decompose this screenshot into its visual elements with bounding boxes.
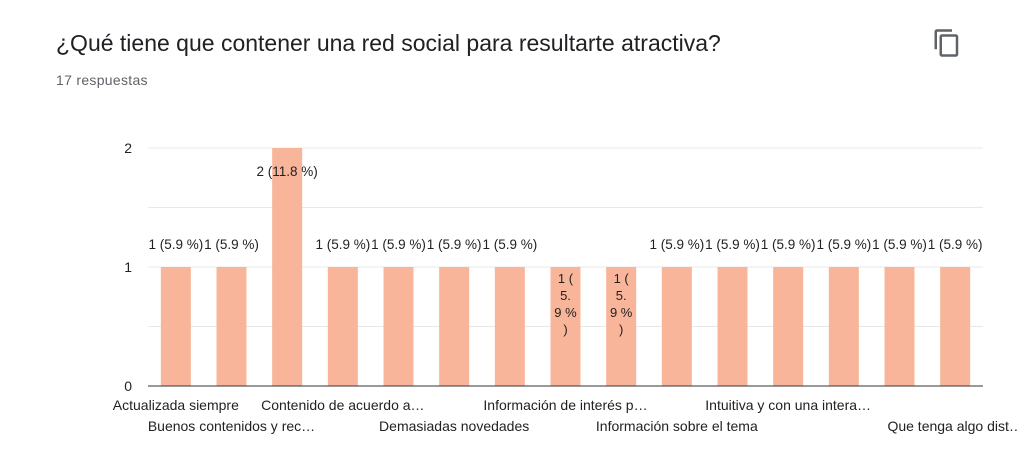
bar: [606, 267, 637, 386]
data-label: 1 (5.9 %): [761, 237, 816, 252]
data-label: 1 (5.9 %): [315, 237, 370, 252]
bar: [160, 267, 191, 386]
x-category-label: Actualizada siempre: [113, 397, 239, 413]
data-label: 1 (5.9 %): [705, 237, 760, 252]
bar: [327, 267, 358, 386]
bar: [661, 267, 692, 386]
x-category-label: Intuitiva y con una intera…: [705, 397, 871, 413]
bar: [272, 148, 303, 386]
data-label: 1 (5.9 %): [482, 237, 537, 252]
bar: [828, 267, 859, 386]
data-label: 1 (: [614, 271, 630, 286]
bar: [439, 267, 470, 386]
data-label: ): [619, 322, 623, 337]
data-label: 5.: [616, 288, 627, 303]
x-category-label: Información de interés p…: [483, 397, 647, 413]
bar: [494, 267, 525, 386]
x-category-label: Que tenga algo dist…: [887, 418, 1018, 434]
data-label: 2 (11.8 %): [257, 164, 318, 179]
page-title: ¿Qué tiene que contener una red social p…: [56, 30, 721, 56]
data-label: 1 (5.9 %): [928, 237, 983, 252]
data-label: 1 (5.9 %): [371, 237, 426, 252]
data-label: 1 (: [558, 271, 574, 286]
bar: [717, 267, 748, 386]
data-label: 1 (5.9 %): [816, 237, 871, 252]
bar: [940, 267, 971, 386]
data-label: 1 (5.9 %): [148, 237, 203, 252]
bar: [773, 267, 804, 386]
response-count: 17 respuestas: [56, 72, 148, 88]
bar: [550, 267, 581, 386]
x-category-label: Contenido de acuerdo a…: [261, 397, 424, 413]
x-category-label: Demasiadas novedades: [379, 418, 529, 434]
data-label: 5.: [560, 288, 571, 303]
y-tick-label: 0: [124, 378, 132, 394]
data-label: ): [563, 322, 567, 337]
data-label: 9 %: [554, 305, 577, 320]
data-label: 1 (5.9 %): [204, 237, 259, 252]
data-label: 1 (5.9 %): [872, 237, 927, 252]
y-tick-label: 1: [124, 259, 132, 275]
bar: [383, 267, 414, 386]
y-tick-label: 2: [124, 140, 132, 156]
bar: [884, 267, 915, 386]
data-label: 9 %: [610, 305, 633, 320]
data-label: 1 (5.9 %): [649, 237, 704, 252]
bar: [216, 267, 247, 386]
data-label: 1 (5.9 %): [427, 237, 482, 252]
copy-icon-glyph: [934, 29, 959, 57]
copy-icon[interactable]: [932, 28, 962, 58]
x-category-label: Buenos contenidos y rec…: [148, 418, 315, 434]
x-category-label: Información sobre el tema: [596, 418, 758, 434]
